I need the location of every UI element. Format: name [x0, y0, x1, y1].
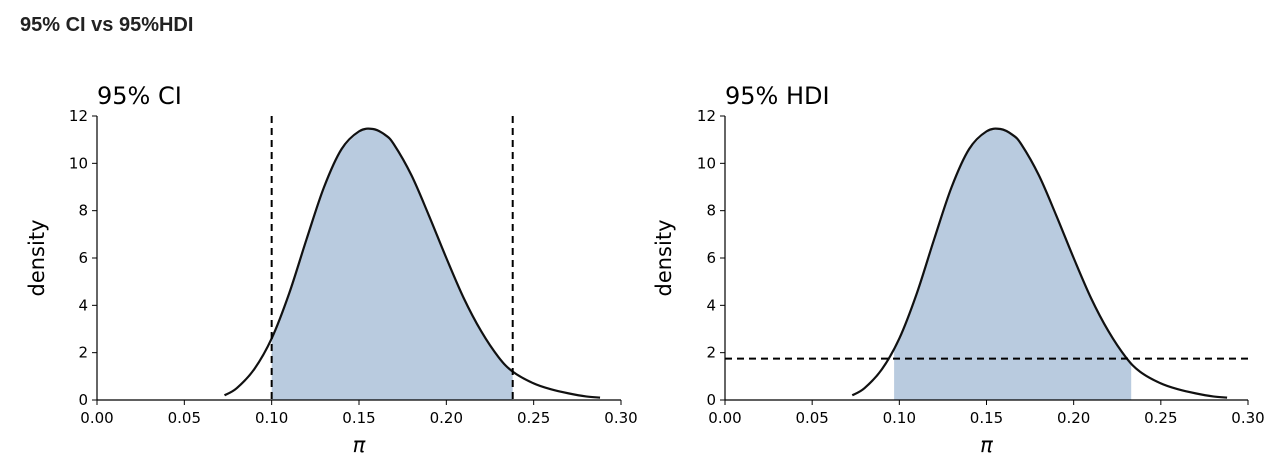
chart-ci: 0.00 0.05 0.10 0.15 0.20 0.25 0.30 0 2 4 6 8 10 12 95%…	[25, 82, 638, 457]
y-tick-label: 10	[697, 154, 716, 172]
y-axis-label: density	[25, 220, 49, 297]
x-tick-label: 0.20	[1057, 409, 1090, 427]
density-curve	[851, 127, 1228, 399]
x-tick-label: 0.10	[255, 409, 288, 427]
page-title: 95% CI vs 95%HDI	[20, 14, 194, 36]
y-tick-label: 4	[78, 296, 88, 314]
y-tick-label: 0	[706, 391, 716, 409]
x-tick-label: 0.30	[604, 409, 637, 427]
x-tick-label: 0.25	[517, 409, 550, 427]
x-tick-label: 0.15	[342, 409, 375, 427]
shaded-area	[271, 129, 513, 400]
y-tick-label: 10	[69, 154, 88, 172]
x-tick-label: 0.00	[80, 409, 113, 427]
y-tick-label: 2	[706, 344, 716, 362]
x-tick-label: 0.00	[708, 409, 741, 427]
y-tick-label: 12	[69, 107, 88, 125]
shaded-area	[894, 129, 1132, 400]
x-tick-label: 0.25	[1144, 409, 1177, 427]
y-tick-label: 8	[706, 202, 716, 220]
y-tick-label: 6	[706, 249, 716, 267]
x-tick-label: 0.10	[883, 409, 916, 427]
y-tick-label: 12	[697, 107, 716, 125]
y-tick-label: 6	[78, 249, 88, 267]
density-curve	[223, 127, 601, 399]
x-tick-label: 0.20	[430, 409, 463, 427]
x-tick-label: 0.15	[970, 409, 1003, 427]
y-tick-label: 8	[78, 202, 88, 220]
y-tick-label: 2	[78, 344, 88, 362]
chart-title: 95% CI	[97, 82, 182, 110]
chart-title: 95% HDI	[725, 82, 830, 110]
x-axis-label: π	[980, 433, 993, 457]
x-axis-label: π	[353, 433, 366, 457]
y-tick-label: 4	[706, 296, 716, 314]
y-axis-label: density	[652, 220, 676, 297]
x-tick-label: 0.05	[795, 409, 828, 427]
y-tick-label: 0	[78, 391, 88, 409]
x-tick-label: 0.05	[168, 409, 201, 427]
x-tick-label: 0.30	[1231, 409, 1264, 427]
